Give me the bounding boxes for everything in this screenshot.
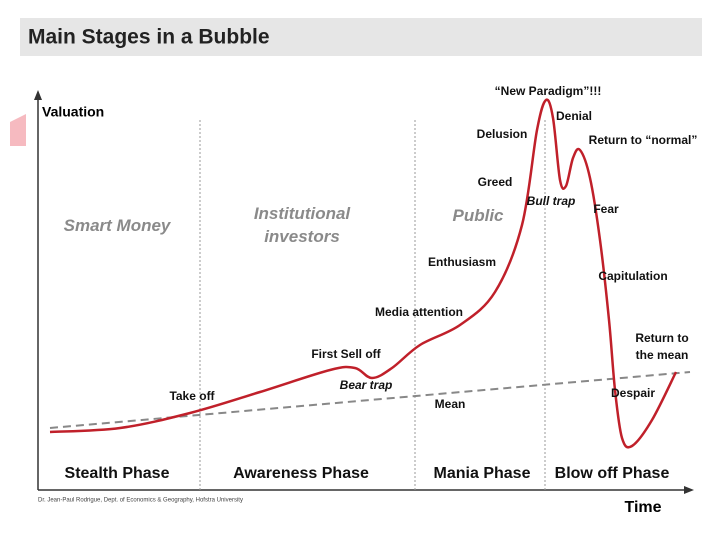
decoration — [10, 114, 26, 146]
mean-line — [49, 371, 691, 429]
label-line: First Sell off — [311, 347, 381, 361]
label: Capitulation — [598, 269, 667, 283]
label-line: Mean — [435, 397, 466, 411]
phase-label: Awareness Phase — [233, 465, 369, 482]
label: Institutional investors — [254, 204, 352, 246]
label: Enthusiasm — [428, 255, 496, 269]
phase-label: Mania Phase — [434, 465, 531, 482]
label-line: Capitulation — [598, 269, 667, 283]
title: Main Stages in a Bubble — [28, 26, 270, 49]
bubble-curve — [49, 98, 678, 449]
credit: Dr. Jean-Paul Rodrigue, Dept. of Economi… — [38, 498, 243, 504]
label-line: investors — [264, 227, 340, 246]
label: Return to “normal” — [589, 133, 698, 147]
x-arrow — [684, 486, 694, 494]
label: Public — [452, 206, 504, 225]
label-line: Return to “normal” — [589, 133, 698, 147]
label-line: Bull trap — [527, 194, 576, 208]
label-line: Bear trap — [340, 378, 393, 392]
header-bar — [20, 18, 702, 56]
label-line: “New Paradigm”!!! — [495, 84, 602, 98]
label: “New Paradigm”!!! — [495, 84, 602, 98]
label-line: Despair — [611, 386, 655, 400]
label: Return to the mean — [635, 331, 688, 362]
label: Bull trap — [527, 194, 576, 208]
label-line: Greed — [478, 175, 513, 189]
label-line: Public — [452, 206, 504, 225]
label: Delusion — [477, 127, 528, 141]
label-line: the mean — [636, 348, 689, 362]
label: Fear — [593, 202, 619, 216]
x-axis-label: Time — [624, 499, 661, 516]
label: Smart Money — [64, 216, 172, 235]
label-line: Take off — [169, 389, 215, 403]
label-line: Return to — [635, 331, 688, 345]
phase-label: Stealth Phase — [65, 465, 170, 482]
phase-label: Blow off Phase — [555, 465, 670, 482]
y-axis-label: Valuation — [42, 104, 104, 120]
label: Media attention — [375, 305, 463, 319]
label-line: Media attention — [375, 305, 463, 319]
label: Despair — [611, 386, 655, 400]
y-arrow — [34, 90, 42, 100]
label: Denial — [556, 109, 592, 123]
label-line: Enthusiasm — [428, 255, 496, 269]
label-line: Institutional — [254, 204, 352, 223]
label: First Sell off — [311, 347, 381, 361]
label-line: Fear — [593, 202, 619, 216]
label: Greed — [478, 175, 513, 189]
label: Mean — [435, 397, 466, 411]
label-line: Smart Money — [64, 216, 172, 235]
label: Bear trap — [340, 378, 393, 392]
label-line: Denial — [556, 109, 592, 123]
label-line: Delusion — [477, 127, 528, 141]
label: Take off — [169, 389, 215, 403]
